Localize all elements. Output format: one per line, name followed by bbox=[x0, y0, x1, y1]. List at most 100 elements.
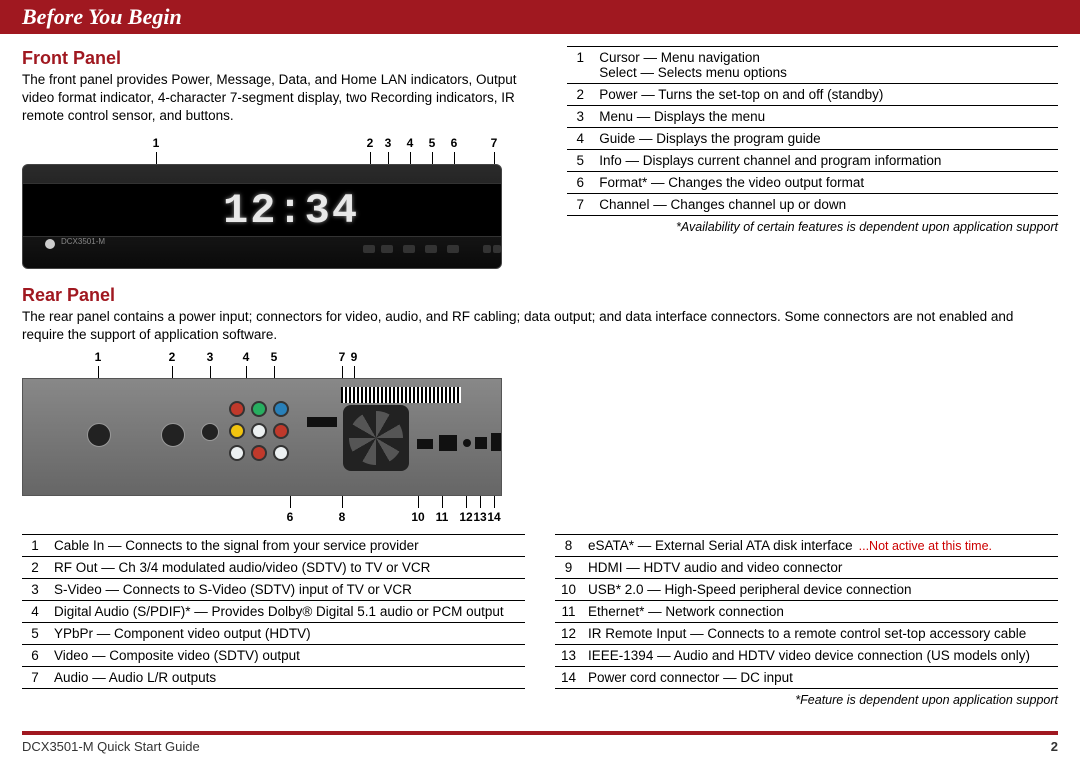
front-callout-ticks bbox=[22, 150, 502, 164]
front-button bbox=[363, 245, 375, 253]
page-title: Before You Begin bbox=[22, 4, 182, 29]
callout-number: 13 bbox=[473, 510, 486, 524]
rear-bottom-callout-ticks bbox=[22, 496, 502, 510]
rear-panel-desc: The rear panel contains a power input; c… bbox=[22, 308, 1058, 344]
rf-out-port bbox=[161, 423, 185, 447]
row-num: 5 bbox=[22, 623, 48, 645]
callout-tick bbox=[442, 496, 443, 508]
row-desc: Power — Turns the set-top on and off (st… bbox=[593, 84, 1058, 106]
front-button bbox=[447, 245, 459, 253]
front-panel-figure: 1234567 12:34 DCX3501-M bbox=[22, 136, 537, 269]
row-num: 8 bbox=[555, 535, 582, 557]
row-num: 3 bbox=[567, 106, 593, 128]
row-num: 5 bbox=[567, 150, 593, 172]
callout-tick bbox=[354, 366, 355, 378]
table-row: 7Channel — Changes channel up or down bbox=[567, 194, 1058, 216]
callout-tick bbox=[466, 496, 467, 508]
callout-tick bbox=[342, 496, 343, 508]
svideo-port bbox=[201, 423, 219, 441]
row-num: 2 bbox=[567, 84, 593, 106]
table-row: 13IEEE-1394 — Audio and HDTV video devic… bbox=[555, 645, 1058, 667]
row-desc: Cable In — Connects to the signal from y… bbox=[48, 535, 525, 557]
callout-tick bbox=[454, 152, 455, 164]
usb-port bbox=[417, 439, 433, 449]
table-row: 1Cursor — Menu navigationSelect — Select… bbox=[567, 47, 1058, 84]
row-desc: IEEE-1394 — Audio and HDTV video device … bbox=[582, 645, 1058, 667]
front-panel-right: 1Cursor — Menu navigationSelect — Select… bbox=[567, 42, 1058, 279]
table-row: 4Guide — Displays the program guide bbox=[567, 128, 1058, 150]
row-desc: Channel — Changes channel up or down bbox=[593, 194, 1058, 216]
row-num: 4 bbox=[567, 128, 593, 150]
barcode-label bbox=[341, 387, 461, 403]
table-row: 2Power — Turns the set-top on and off (s… bbox=[567, 84, 1058, 106]
row-desc: Guide — Displays the program guide bbox=[593, 128, 1058, 150]
callout-tick bbox=[172, 366, 173, 378]
rca-port bbox=[229, 423, 245, 439]
front-footnote: *Availability of certain features is dep… bbox=[567, 220, 1058, 234]
device-front-illustration: 12:34 DCX3501-M bbox=[22, 164, 502, 269]
row-num: 12 bbox=[555, 623, 582, 645]
table-row: 12IR Remote Input — Connects to a remote… bbox=[555, 623, 1058, 645]
callout-tick bbox=[98, 366, 99, 378]
device-model-label: DCX3501-M bbox=[61, 237, 105, 246]
ieee1394-port bbox=[475, 437, 487, 449]
row-desc: S-Video — Connects to S-Video (SDTV) inp… bbox=[48, 579, 525, 601]
row-num: 3 bbox=[22, 579, 48, 601]
row-desc: Ethernet* — Network connection bbox=[582, 601, 1058, 623]
rca-port bbox=[273, 401, 289, 417]
table-row: 7Audio — Audio L/R outputs bbox=[22, 667, 525, 689]
motorola-logo bbox=[45, 239, 55, 249]
callout-number: 11 bbox=[436, 510, 449, 524]
row-num: 4 bbox=[22, 601, 48, 623]
table-row: 11Ethernet* — Network connection bbox=[555, 601, 1058, 623]
header-bar: Before You Begin bbox=[0, 0, 1080, 34]
rear-panel-figure: 1234579 681011121314 bbox=[22, 350, 502, 524]
front-button bbox=[403, 245, 415, 253]
front-panel-row: Front Panel The front panel provides Pow… bbox=[22, 42, 1058, 279]
table-row: 4Digital Audio (S/PDIF)* — Provides Dolb… bbox=[22, 601, 525, 623]
table-row: 3Menu — Displays the menu bbox=[567, 106, 1058, 128]
row-num: 10 bbox=[555, 579, 582, 601]
table-row: 14Power cord connector — DC input bbox=[555, 667, 1058, 689]
callout-tick bbox=[246, 366, 247, 378]
front-panel-desc: The front panel provides Power, Message,… bbox=[22, 71, 537, 126]
table-row: 8eSATA* — External Serial ATA disk inter… bbox=[555, 535, 1058, 557]
front-button bbox=[483, 245, 491, 253]
callout-number: 8 bbox=[339, 510, 346, 524]
footer-page-number: 2 bbox=[1051, 739, 1058, 754]
callout-number: 4 bbox=[407, 136, 414, 150]
table-row: 10USB* 2.0 — High-Speed peripheral devic… bbox=[555, 579, 1058, 601]
front-button bbox=[381, 245, 393, 253]
table-row: 9HDMI — HDTV audio and video connector bbox=[555, 557, 1058, 579]
footer-doc-name: DCX3501-M Quick Start Guide bbox=[22, 739, 200, 754]
callout-number: 12 bbox=[459, 510, 472, 524]
rear-bottom-callout-numbers: 681011121314 bbox=[22, 510, 502, 524]
row-num: 9 bbox=[555, 557, 582, 579]
row-desc: HDMI — HDTV audio and video connector bbox=[582, 557, 1058, 579]
callout-tick bbox=[370, 152, 371, 164]
callout-tick bbox=[432, 152, 433, 164]
rear-footnote: *Feature is dependent upon application s… bbox=[555, 693, 1058, 707]
rca-port bbox=[251, 401, 267, 417]
row-desc: Cursor — Menu navigationSelect — Selects… bbox=[593, 47, 1058, 84]
front-panel-heading: Front Panel bbox=[22, 48, 537, 69]
row-num: 1 bbox=[567, 47, 593, 84]
front-callout-numbers: 1234567 bbox=[22, 136, 502, 150]
table-row: 3S-Video — Connects to S-Video (SDTV) in… bbox=[22, 579, 525, 601]
row-desc: Audio — Audio L/R outputs bbox=[48, 667, 525, 689]
callout-number: 9 bbox=[351, 350, 358, 364]
callout-tick bbox=[480, 496, 481, 508]
callout-number: 7 bbox=[491, 136, 498, 150]
callout-number: 2 bbox=[367, 136, 374, 150]
front-button bbox=[493, 245, 501, 253]
rca-port bbox=[229, 401, 245, 417]
row-desc: Power cord connector — DC input bbox=[582, 667, 1058, 689]
row-num: 11 bbox=[555, 601, 582, 623]
table-row: 5Info — Displays current channel and pro… bbox=[567, 150, 1058, 172]
rear-top-callout-ticks bbox=[22, 364, 502, 378]
row-note: ...Not active at this time. bbox=[859, 539, 992, 553]
table-row: 2RF Out — Ch 3/4 modulated audio/video (… bbox=[22, 557, 525, 579]
callout-number: 14 bbox=[487, 510, 500, 524]
row-num: 1 bbox=[22, 535, 48, 557]
device-rear-illustration bbox=[22, 378, 502, 496]
